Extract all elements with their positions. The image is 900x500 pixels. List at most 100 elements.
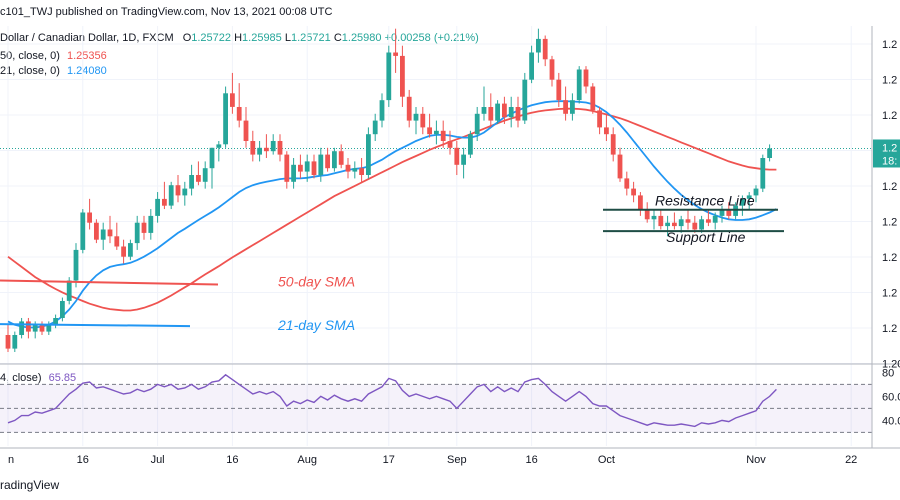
candle-body (746, 195, 752, 199)
rsi-legend-label: 4, close) (0, 372, 42, 384)
candle-body (318, 154, 324, 175)
candle-body (80, 212, 86, 250)
candle-body (658, 215, 664, 227)
footer-brand: radingView (0, 478, 59, 492)
candle-body (733, 205, 738, 216)
time-tick-label: Aug (297, 454, 317, 466)
candle-body (719, 209, 725, 216)
candle-body (270, 141, 276, 152)
candle-body (617, 154, 623, 179)
candle-body (134, 222, 140, 244)
candle-body (73, 249, 79, 281)
candle-body (644, 209, 650, 220)
candle-body (26, 321, 31, 332)
candle-body (345, 164, 351, 172)
price-tick-label: 1.2 (882, 288, 897, 300)
candle-body (155, 198, 160, 216)
candle-body (631, 188, 636, 196)
candle-body (291, 164, 296, 182)
ohlc-l-label: L (284, 32, 291, 44)
rsi-legend-line: 4, close) 65.85 (0, 372, 76, 384)
rsi-line (7, 373, 777, 428)
price-tick-label: 1.2 (882, 217, 897, 229)
sma50-line (7, 107, 777, 312)
sma21-legend-label: 21, close, 0) (0, 65, 60, 77)
last-price-badge (873, 139, 900, 168)
candle-body (508, 107, 514, 118)
candle-body (692, 222, 698, 230)
time-tick-label: 16 (226, 454, 238, 466)
candle-body (372, 120, 378, 135)
candle-body (46, 324, 52, 332)
candle-body (665, 222, 670, 227)
ohlc-h-label: H (234, 32, 243, 44)
candle-body (672, 222, 677, 227)
sma21-annotation: 21-day SMA (277, 317, 355, 333)
time-tick-label: n (8, 454, 14, 466)
candle-body (685, 219, 691, 223)
candle-body (338, 151, 344, 165)
publish-line: c101_TWJ published on TradingView.com, N… (0, 6, 332, 18)
candle-body (379, 100, 385, 121)
candle-body (468, 134, 473, 155)
ohlc-o-value: 1.25722 (191, 32, 232, 44)
price-tick-label: 1.20 (882, 359, 900, 371)
support-label: Support Line (666, 229, 746, 245)
candle-body (434, 130, 439, 135)
candle-body (311, 161, 317, 175)
candle-body (515, 107, 521, 121)
candle-body (243, 120, 249, 141)
candle-body (726, 209, 732, 216)
candle-body (19, 321, 24, 335)
candle-body (216, 144, 222, 148)
candle-body (413, 113, 419, 121)
candle-body (304, 161, 310, 172)
price-tick-label: 1.2 (882, 252, 897, 264)
candle-body (570, 100, 575, 114)
brand-text: radingView (0, 478, 60, 492)
candle-body (107, 229, 113, 237)
candle-body (94, 222, 99, 240)
sma-layer (7, 100, 777, 329)
candle-body (549, 59, 555, 80)
ohlc-change: +0.00258 (+0.21%) (384, 32, 479, 44)
resistance-label: Resistance Line (655, 193, 755, 209)
candle-body (393, 52, 398, 56)
candle-body (597, 110, 602, 128)
sma21-legend-value: 1.24080 (66, 65, 107, 77)
candle-body (522, 79, 528, 121)
candle-body (264, 147, 269, 152)
candle-body (114, 236, 120, 247)
candle-body (277, 141, 283, 155)
price-tick-label: 1.2 (882, 110, 897, 122)
candle-body (638, 195, 643, 209)
candle-body (474, 113, 480, 135)
candle-body (712, 215, 718, 223)
time-tick-label: Oct (598, 454, 615, 466)
price-tick-label: 1.2 (882, 75, 897, 87)
price-tick-label: 1.2 (882, 181, 897, 193)
candle-body (32, 324, 38, 332)
candle-body (87, 212, 92, 223)
candle-body (53, 318, 58, 325)
sma50-marker-line (0, 279, 219, 286)
candle-body (230, 93, 235, 107)
candle-body (359, 168, 364, 175)
candle-body (284, 154, 290, 182)
sma21-line (7, 100, 777, 329)
countdown-label: 18: (882, 155, 897, 167)
candle-body (529, 52, 534, 80)
candle-body (100, 229, 106, 240)
candle-body (325, 154, 330, 169)
sma21-marker-line (0, 323, 191, 328)
rsi-layer (0, 373, 872, 433)
candle-body (352, 168, 358, 172)
candle-body (488, 107, 494, 121)
candle-body (400, 55, 405, 97)
candle-body (767, 148, 772, 158)
candle-body (590, 86, 596, 111)
candle-body (706, 219, 711, 223)
publish-text: c101_TWJ published on TradingView.com, N… (0, 6, 333, 18)
candle-body (257, 147, 262, 155)
